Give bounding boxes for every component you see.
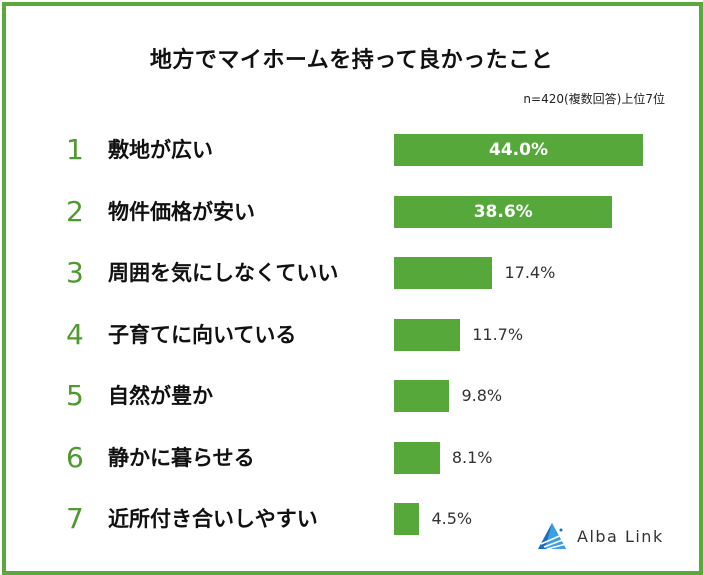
alba-link-logo: Alba Link — [537, 522, 664, 550]
category-label: 周囲を気にしなくていい — [108, 261, 339, 285]
bar-row: 2 物件価格が安い 38.6% — [0, 195, 703, 229]
value-label: 9.8% — [461, 386, 503, 405]
bar — [394, 134, 643, 166]
rank-number: 4 — [66, 317, 84, 351]
bar-row: 3 周囲を気にしなくていい 17.4% — [0, 256, 703, 290]
rank-number: 6 — [66, 440, 84, 474]
value-label: 8.1% — [451, 447, 493, 467]
category-label: 静かに暮らせる — [108, 445, 255, 470]
value-label: 4.5% — [431, 509, 473, 528]
rank-number: 7 — [66, 502, 84, 535]
bar — [394, 503, 420, 535]
value-label: 17.4% — [504, 263, 556, 282]
bar — [394, 257, 493, 289]
category-label: 近所付き合いしやすい — [108, 507, 318, 531]
logo-text: Alba Link — [577, 526, 664, 546]
value-label: 38.6% — [473, 201, 533, 222]
rank-number: 1 — [66, 133, 84, 166]
sample-note: n=420(複数回答)上位7位 — [523, 92, 665, 106]
rank-number: 3 — [66, 256, 84, 289]
bar-row: 4 子育てに向いている 11.7% — [0, 318, 703, 352]
bar-row: 7 近所付き合いしやすい 4.5% — [0, 502, 703, 536]
value-label: 11.7% — [472, 324, 524, 344]
category-label: 敷地が広い — [108, 138, 213, 162]
bar — [394, 380, 450, 412]
logo-mark-icon — [538, 523, 567, 550]
bar-row: 6 静かに暮らせる 8.1% — [0, 441, 703, 475]
bar — [394, 318, 461, 351]
rank-number: 2 — [66, 194, 84, 228]
bar — [394, 195, 613, 228]
chart-title: 地方でマイホームを持って良かったこと — [149, 48, 554, 73]
bar — [394, 441, 440, 474]
category-label: 自然が豊か — [108, 384, 213, 408]
bar-row: 5 自然が豊か 9.8% — [0, 379, 703, 413]
value-label: 44.0% — [489, 140, 548, 160]
rank-number: 5 — [66, 379, 84, 412]
category-label: 子育てに向いている — [108, 322, 297, 347]
category-label: 物件価格が安い — [108, 199, 255, 224]
bar-row: 1 敷地が広い 44.0% — [0, 133, 703, 167]
